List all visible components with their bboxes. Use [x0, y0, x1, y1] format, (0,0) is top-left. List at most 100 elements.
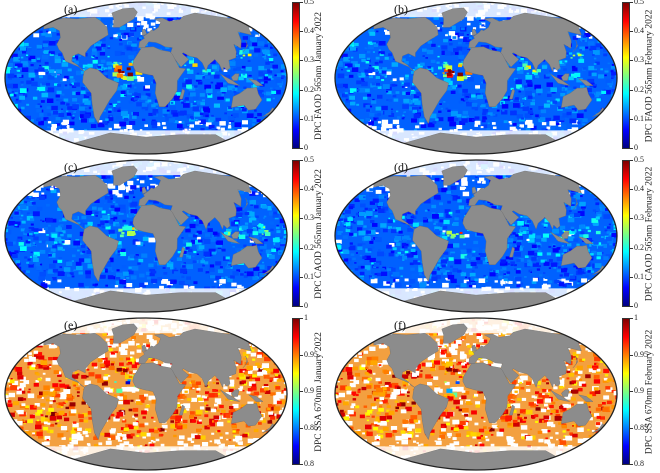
colorbar-tick-label: 0.2: [634, 84, 644, 94]
land-africa: [132, 204, 187, 265]
land-africa: [462, 204, 517, 265]
world-map: [334, 317, 618, 471]
colorbar-tick-label: 0.5: [304, 0, 314, 6]
land-australia: [231, 87, 263, 111]
land-japan: [242, 355, 248, 368]
colorbar-tick-mark: [630, 218, 633, 220]
land-japan: [572, 197, 578, 210]
colorbar-tick-mark: [630, 306, 633, 307]
land-madagascar: [509, 88, 515, 100]
land-australia: [561, 245, 593, 269]
panel-label: (b): [394, 2, 408, 16]
land-antarctica: [64, 448, 233, 470]
colorbar-title: DPC SSA 670nm January 2022: [312, 318, 326, 465]
panel-d: (d) 0.5 0.4 0.3 0.2 0.1 0 DPC CAOD 565nm Februa…: [330, 156, 660, 315]
world-map: [334, 1, 618, 155]
land-indonesia: [220, 73, 240, 86]
land-indonesia: [550, 231, 570, 244]
land-new-guinea: [248, 394, 264, 402]
colorbar-tick-mark: [630, 31, 633, 33]
land-australia: [561, 87, 593, 111]
land-africa: [132, 46, 187, 107]
world-map: [4, 159, 288, 313]
land-australia: [231, 245, 263, 269]
colorbar-tick-label: 0: [634, 301, 638, 310]
colorbar-tick-label: 0.5: [634, 0, 644, 6]
colorbar-tick-mark: [300, 306, 303, 307]
map-frame: [4, 159, 288, 313]
panel-label: (e): [64, 318, 78, 332]
colorbar-tick-label: 0.4: [304, 184, 314, 194]
colorbar-tick-label: 0: [304, 301, 308, 310]
land-borneo: [561, 73, 570, 81]
colorbar-tick-label: 0.1: [304, 271, 314, 281]
colorbar-tick-label: 0.4: [634, 26, 644, 36]
land-madagascar: [179, 404, 185, 416]
colorbar: [622, 2, 630, 149]
colorbar-tick-label: 0.9: [304, 386, 314, 395]
colorbar-tick-mark: [300, 89, 303, 91]
colorbar-title: DPC SSA 670nm February 2022: [642, 318, 656, 465]
land-antarctica: [64, 290, 233, 312]
colorbar-tick-label: 0: [634, 143, 638, 152]
northern-nodata-band: [5, 2, 287, 18]
colorbar-title-text: DPC SSA 670nm February 2022: [644, 329, 655, 454]
map-frame: [4, 317, 288, 471]
colorbar-tick-label: 1: [304, 313, 308, 322]
land-borneo: [231, 231, 240, 239]
land-greenland: [111, 165, 138, 186]
northern-nodata-band: [335, 318, 617, 334]
northern-nodata-band: [335, 160, 617, 176]
world-map: [334, 159, 618, 313]
land-new-guinea: [578, 236, 594, 244]
colorbar-tick-label: 0.95: [304, 349, 318, 359]
colorbar-tick-mark: [630, 2, 633, 3]
colorbar-title: DPC FAOD 565nm January 2022: [312, 2, 326, 149]
colorbar-tick-label: 0.4: [634, 184, 644, 194]
colorbar-tick-mark: [630, 160, 633, 161]
panel-e: (e) 1 0.95 0.9 0.85 0.8 DPC SSA 670nm January …: [0, 313, 330, 473]
colorbar-tick-mark: [300, 464, 303, 465]
map-frame: [334, 1, 618, 155]
colorbar: [622, 318, 630, 465]
land-new-guinea: [578, 394, 594, 402]
colorbar-tick-label: 0.8: [304, 459, 314, 468]
colorbar-tick-mark: [630, 247, 633, 249]
panel-a: (a) 0.5 0.4 0.3 0.2 0.1 0 DPC FAOD 565nm Januar…: [0, 0, 330, 157]
colorbar-tick-mark: [630, 354, 633, 356]
land-antarctica: [394, 132, 563, 154]
colorbar-tick-mark: [300, 247, 303, 249]
land-new-guinea: [248, 236, 264, 244]
land-africa: [132, 362, 187, 423]
colorbar-title: DPC CAOD 565nm February 2022: [642, 160, 656, 307]
land-japan: [242, 39, 248, 52]
colorbar: [292, 318, 300, 465]
land-antarctica: [394, 448, 563, 470]
land-north-america: [373, 332, 439, 388]
land-africa: [462, 362, 517, 423]
colorbar-tick-label: 0.2: [634, 242, 644, 252]
land-borneo: [231, 389, 240, 397]
land-antarctica: [394, 290, 563, 312]
land-madagascar: [509, 404, 515, 416]
land-greenland: [111, 7, 138, 28]
land-indonesia: [220, 231, 240, 244]
land-greenland: [441, 7, 468, 28]
land-borneo: [561, 231, 570, 239]
colorbar-tick-label: 0.85: [634, 422, 648, 432]
land-africa: [462, 46, 517, 107]
colorbar-title-text: DPC CAOD 565nm February 2022: [644, 166, 654, 301]
colorbar-tick-mark: [300, 148, 303, 149]
colorbar-tick-mark: [630, 148, 633, 149]
northern-nodata-band: [5, 160, 287, 176]
colorbar: [622, 160, 630, 307]
land-europe-asia: [138, 12, 258, 72]
world-map: [4, 1, 288, 155]
land-south-america: [82, 383, 119, 441]
land-madagascar: [509, 246, 515, 258]
map-frame: [334, 317, 618, 471]
colorbar-tick-label: 0.3: [634, 55, 644, 65]
land-south-america: [412, 67, 449, 125]
colorbar: [292, 2, 300, 149]
land-australia: [561, 403, 593, 427]
